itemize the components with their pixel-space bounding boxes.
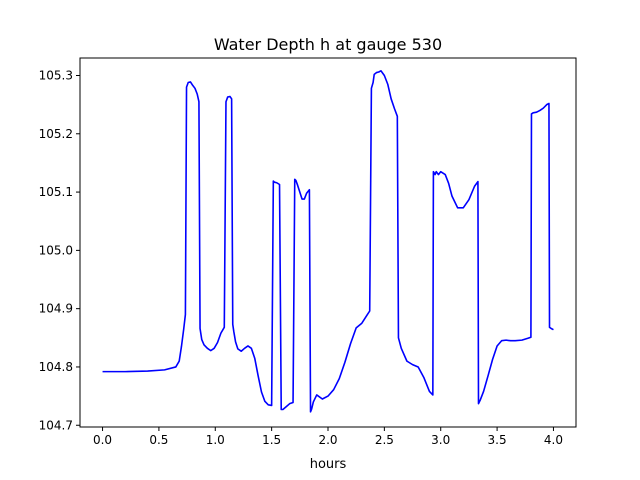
x-tick-label: 3.5: [488, 433, 507, 447]
chart-title: Water Depth h at gauge 530: [214, 35, 442, 54]
x-tick-label: 0.0: [93, 433, 112, 447]
x-tick-label: 1.5: [262, 433, 281, 447]
x-axis-ticks: 0.0 0.5 1.0 1.5 2.0 2.5 3.0 3.5 4.0: [93, 427, 563, 447]
plot-frame: [79, 57, 577, 428]
y-tick-label: 104.7: [39, 418, 73, 432]
x-tick-label: 2.5: [375, 433, 394, 447]
x-axis-label: hours: [310, 457, 347, 472]
y-axis-ticks: 104.7 104.8 104.9 105.0 105.1 105.2 105.3: [39, 68, 80, 432]
plot-line-group: [102, 70, 554, 413]
y-tick-label: 105.0: [39, 243, 73, 257]
x-tick-label: 2.0: [318, 433, 337, 447]
x-tick-label: 1.0: [206, 433, 225, 447]
y-tick-label: 104.9: [39, 302, 73, 316]
y-tick-label: 105.3: [39, 68, 73, 82]
x-tick-label: 0.5: [149, 433, 168, 447]
x-tick-label: 4.0: [544, 433, 563, 447]
x-tick-label: 3.0: [431, 433, 450, 447]
y-tick-label: 104.8: [39, 360, 73, 374]
series-line-0: [102, 70, 554, 413]
y-tick-label: 105.2: [39, 127, 73, 141]
y-tick-label: 105.1: [39, 185, 73, 199]
